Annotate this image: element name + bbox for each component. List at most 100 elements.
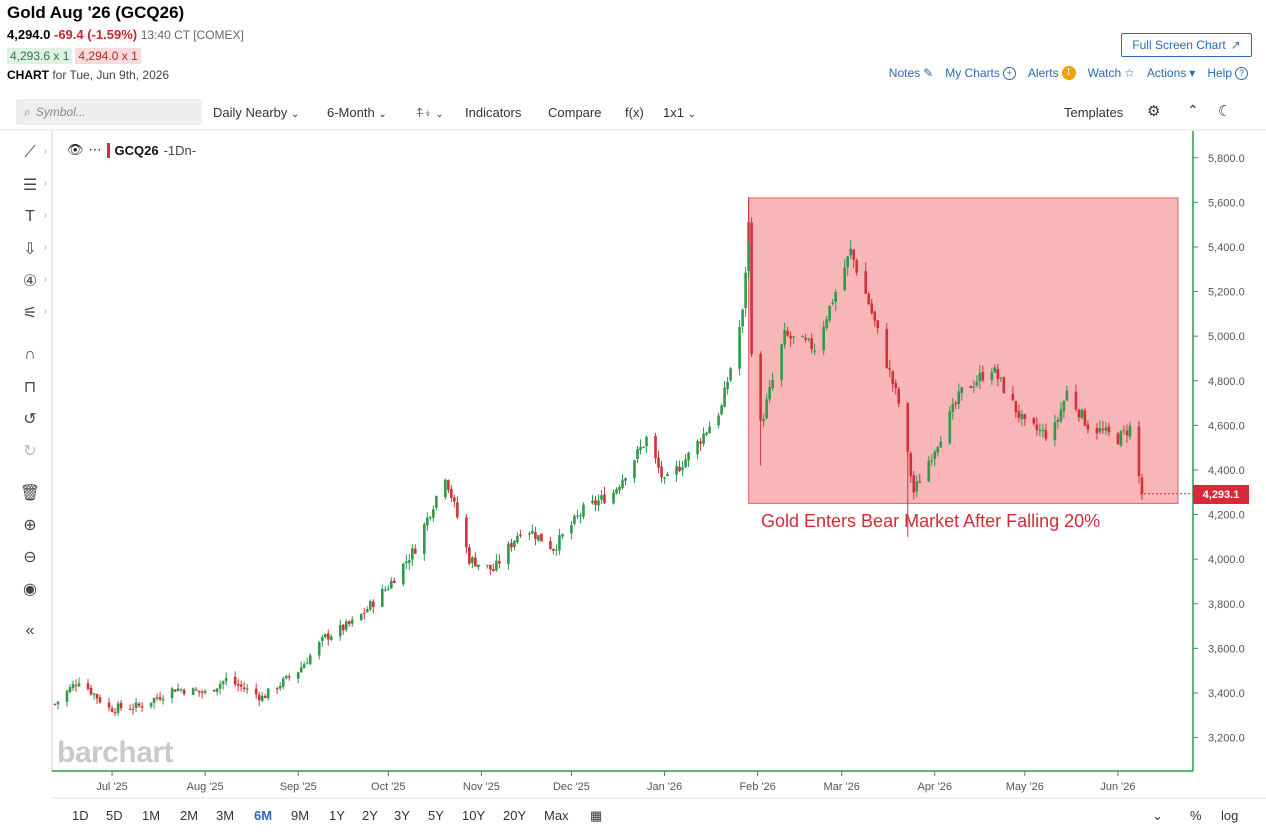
candle-body [92, 693, 96, 695]
text-tool-icon[interactable]: T › [25, 208, 47, 225]
candle-body [173, 689, 177, 692]
calendar-icon[interactable]: ▦ [590, 808, 603, 823]
more-options-icon[interactable]: ⋯ [88, 142, 102, 157]
candle-body [918, 481, 922, 483]
plus-circle-icon: + [1002, 66, 1016, 80]
x-tick-label: Nov '25 [463, 781, 500, 793]
range-1y[interactable]: 1Y [329, 808, 345, 823]
x-tick-label: Sep '25 [280, 781, 317, 793]
candle-body [68, 687, 72, 693]
quote-header: Gold Aug '26 (GCQ26) 4,294.0 -69.4 (-1.5… [0, 0, 1266, 92]
range-max[interactable]: Max [544, 808, 569, 823]
candle-body [281, 678, 285, 687]
expand-down-icon[interactable]: ⌄ [1152, 808, 1163, 823]
y-tick-label: 3,800.0 [1208, 599, 1245, 611]
full-screen-label: Full Screen Chart [1132, 38, 1226, 52]
zoom-in-icon[interactable]: ⊕ [23, 517, 37, 534]
candle-body [86, 683, 90, 690]
candle-body [221, 681, 225, 685]
candle-body [275, 688, 279, 690]
compare-button[interactable]: Compare [548, 105, 602, 120]
zoom-out-icon[interactable]: ⊖ [23, 549, 37, 566]
x-tick-label: Mar '26 [824, 781, 860, 793]
layout-select[interactable]: 1x1 ⌄ [663, 105, 696, 120]
redo-icon[interactable]: ↻ [23, 443, 37, 460]
watch-link[interactable]: Watch ☆ [1087, 66, 1135, 80]
candle-body [681, 467, 684, 470]
candle-body [951, 404, 955, 413]
candle-body [179, 689, 183, 691]
dark-mode-moon-icon[interactable]: ☾ [1218, 103, 1232, 120]
chart-type-select[interactable]: ⍏⍖ ⌄ [416, 105, 444, 121]
candle-body [510, 542, 513, 548]
price-change: -69.4 (-1.59%) [54, 27, 138, 42]
full-screen-chart-button[interactable]: Full Screen Chart ↗ [1121, 33, 1252, 57]
candle-body [915, 481, 919, 492]
candle-body [1014, 400, 1018, 413]
arrow-tool-icon[interactable]: ⇩ › [23, 241, 47, 258]
trash-icon[interactable]: 🗑 [19, 485, 41, 502]
candle-body [1119, 430, 1123, 446]
collapse-up-icon[interactable]: ⌃ [1187, 102, 1199, 118]
candle-body [414, 548, 417, 554]
candle-body [642, 446, 645, 448]
symbol-search-input[interactable]: ⌕ Symbol... [16, 99, 202, 125]
candle-body [1011, 394, 1015, 400]
function-button[interactable]: f(x) [625, 105, 644, 120]
candle-body [534, 532, 537, 539]
candle-body [140, 706, 144, 708]
range-3m[interactable]: 3M [216, 808, 235, 823]
alerts-link[interactable]: Alerts! [1028, 66, 1076, 80]
range-10y[interactable]: 10Y [462, 808, 486, 823]
candle-body [999, 377, 1003, 379]
elliott-wave-tool-icon[interactable]: ④ › [22, 273, 47, 290]
candle-body [200, 691, 204, 693]
legend-symbol: GCQ26 [114, 142, 159, 158]
candle-body [323, 634, 327, 638]
candle-body [1077, 409, 1081, 418]
candle-body [402, 563, 405, 585]
settings-gear-icon[interactable]: ⚙ [1147, 103, 1161, 120]
undo-icon[interactable]: ↺ [23, 411, 37, 428]
eye-icon[interactable]: ◉ [23, 581, 37, 598]
magnet-icon[interactable]: ∩ [24, 346, 36, 363]
range-6m[interactable]: 6M [254, 808, 273, 823]
lock-icon[interactable]: ⊓ [23, 379, 37, 396]
range-1m[interactable]: 1M [142, 808, 161, 823]
period-select[interactable]: 6-Month ⌄ [327, 105, 387, 120]
fibonacci-tool-icon[interactable]: ☰ › [22, 177, 47, 194]
help-link[interactable]: Help? [1207, 66, 1248, 80]
indicators-button[interactable]: Indicators [465, 105, 522, 120]
candle-body [579, 515, 582, 517]
range-1d[interactable]: 1D [72, 808, 89, 823]
templates-button[interactable]: Templates [1064, 105, 1124, 120]
interval-select[interactable]: Daily Nearby ⌄ [213, 105, 300, 120]
my-charts-link[interactable]: My Charts + [945, 66, 1016, 80]
range-5y[interactable]: 5Y [428, 808, 444, 823]
trendline-tool-icon[interactable]: ⟋ › [24, 144, 47, 161]
actions-menu[interactable]: Actions ▾ [1146, 66, 1196, 80]
candle-body [347, 621, 351, 625]
candle-body [792, 336, 795, 338]
range-2y[interactable]: 2Y [362, 808, 378, 823]
visibility-eye-icon[interactable]: 👁 [67, 142, 84, 157]
y-tick-label: 4,600.0 [1208, 420, 1245, 432]
candle-body [317, 642, 321, 656]
range-2m[interactable]: 2M [180, 808, 199, 823]
y-tick-label: 5,400.0 [1208, 242, 1245, 254]
range-3y[interactable]: 3Y [394, 808, 410, 823]
notes-link[interactable]: Notes ✎ [888, 66, 934, 80]
percent-scale-toggle[interactable]: % [1190, 808, 1202, 823]
candle-body [831, 302, 834, 305]
log-scale-toggle[interactable]: log [1221, 808, 1239, 823]
measure-tool-icon[interactable]: ⚟ › [22, 305, 47, 322]
range-9m[interactable]: 9M [291, 808, 310, 823]
candle-body [633, 460, 636, 479]
candle-body [236, 683, 240, 686]
range-5d[interactable]: 5D [106, 808, 123, 823]
candle-body [119, 702, 123, 709]
collapse-panel-icon[interactable]: « [25, 622, 35, 639]
candle-body [224, 677, 228, 682]
range-20y[interactable]: 20Y [503, 808, 527, 823]
